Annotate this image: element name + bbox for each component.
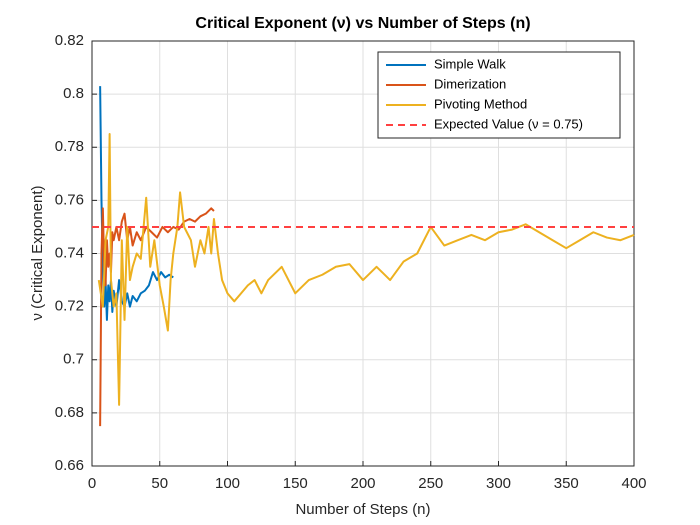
x-axis-label: Number of Steps (n) [295, 501, 430, 518]
x-tick-label: 350 [554, 475, 579, 492]
y-tick-label: 0.8 [63, 85, 84, 102]
x-tick-label: 250 [418, 475, 443, 492]
chart-title: Critical Exponent (ν) vs Number of Steps… [195, 15, 530, 32]
y-tick-label: 0.72 [55, 298, 84, 315]
y-tick-label: 0.74 [55, 244, 84, 261]
legend-label: Pivoting Method [434, 96, 527, 111]
y-tick-label: 0.7 [63, 351, 84, 368]
legend-label: Expected Value (ν = 0.75) [434, 116, 583, 131]
x-tick-label: 0 [88, 475, 96, 492]
x-tick-label: 150 [283, 475, 308, 492]
x-tick-label: 100 [215, 475, 240, 492]
axes-box [91, 40, 635, 467]
y-tick-label: 0.82 [55, 32, 84, 49]
y-tick-label: 0.68 [55, 404, 84, 421]
x-tick-label: 300 [486, 475, 511, 492]
series-line [99, 207, 215, 427]
y-axis-label: ν (Critical Exponent) [29, 185, 46, 320]
y-tick-label: 0.76 [55, 191, 84, 208]
y-tick-label: 0.78 [55, 138, 84, 155]
legend: Simple Walk Dimerization Pivoting Method Ex… [377, 51, 621, 139]
series-line [97, 132, 635, 406]
legend-label: Simple Walk [434, 56, 506, 71]
x-tick-label: 50 [151, 475, 168, 492]
y-tick-label: 0.66 [55, 457, 84, 474]
legend-box [377, 51, 621, 139]
x-tick-label: 400 [621, 475, 646, 492]
x-tick-label: 200 [350, 475, 375, 492]
legend-label: Dimerization [434, 76, 506, 91]
